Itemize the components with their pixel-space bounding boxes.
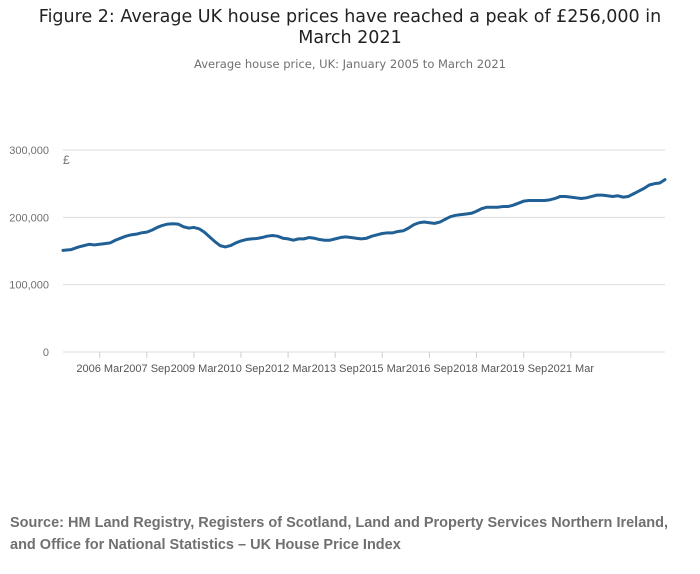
x-tick-label: 2012 Mar	[265, 363, 312, 375]
y-tick-label: 300,000	[9, 145, 49, 157]
chart-title: Figure 2: Average UK house prices have r…	[0, 7, 700, 49]
x-tick-label: 2015 Mar	[359, 363, 406, 375]
chart-title-line-1: Figure 2: Average UK house prices have r…	[38, 7, 662, 27]
x-tick-label: 2018 Mar	[453, 363, 500, 375]
y-tick-label: 100,000	[9, 280, 49, 292]
x-tick-label: 2021 Mar	[548, 363, 595, 375]
x-tick-label: 2016 Sep	[406, 363, 453, 375]
x-tick-label: 2010 Sep	[217, 363, 264, 375]
x-tick-label: 2009 Mar	[171, 363, 218, 375]
chart-subtitle: Average house price, UK: January 2005 to…	[194, 57, 506, 71]
series-line	[61, 178, 667, 252]
y-tick-label: 0	[43, 347, 49, 359]
chart-title-line-2: March 2021	[298, 28, 402, 48]
x-tick-label: 2006 Mar	[76, 363, 123, 375]
x-tick-label: 2007 Sep	[123, 363, 170, 375]
source-note: Source: HM Land Registry, Registers of S…	[10, 515, 669, 553]
x-tick-label: 2013 Sep	[312, 363, 359, 375]
y-tick-label: 200,000	[9, 212, 49, 224]
y-axis-unit-label: £	[63, 153, 70, 167]
x-tick-label: 2019 Sep	[500, 363, 547, 375]
